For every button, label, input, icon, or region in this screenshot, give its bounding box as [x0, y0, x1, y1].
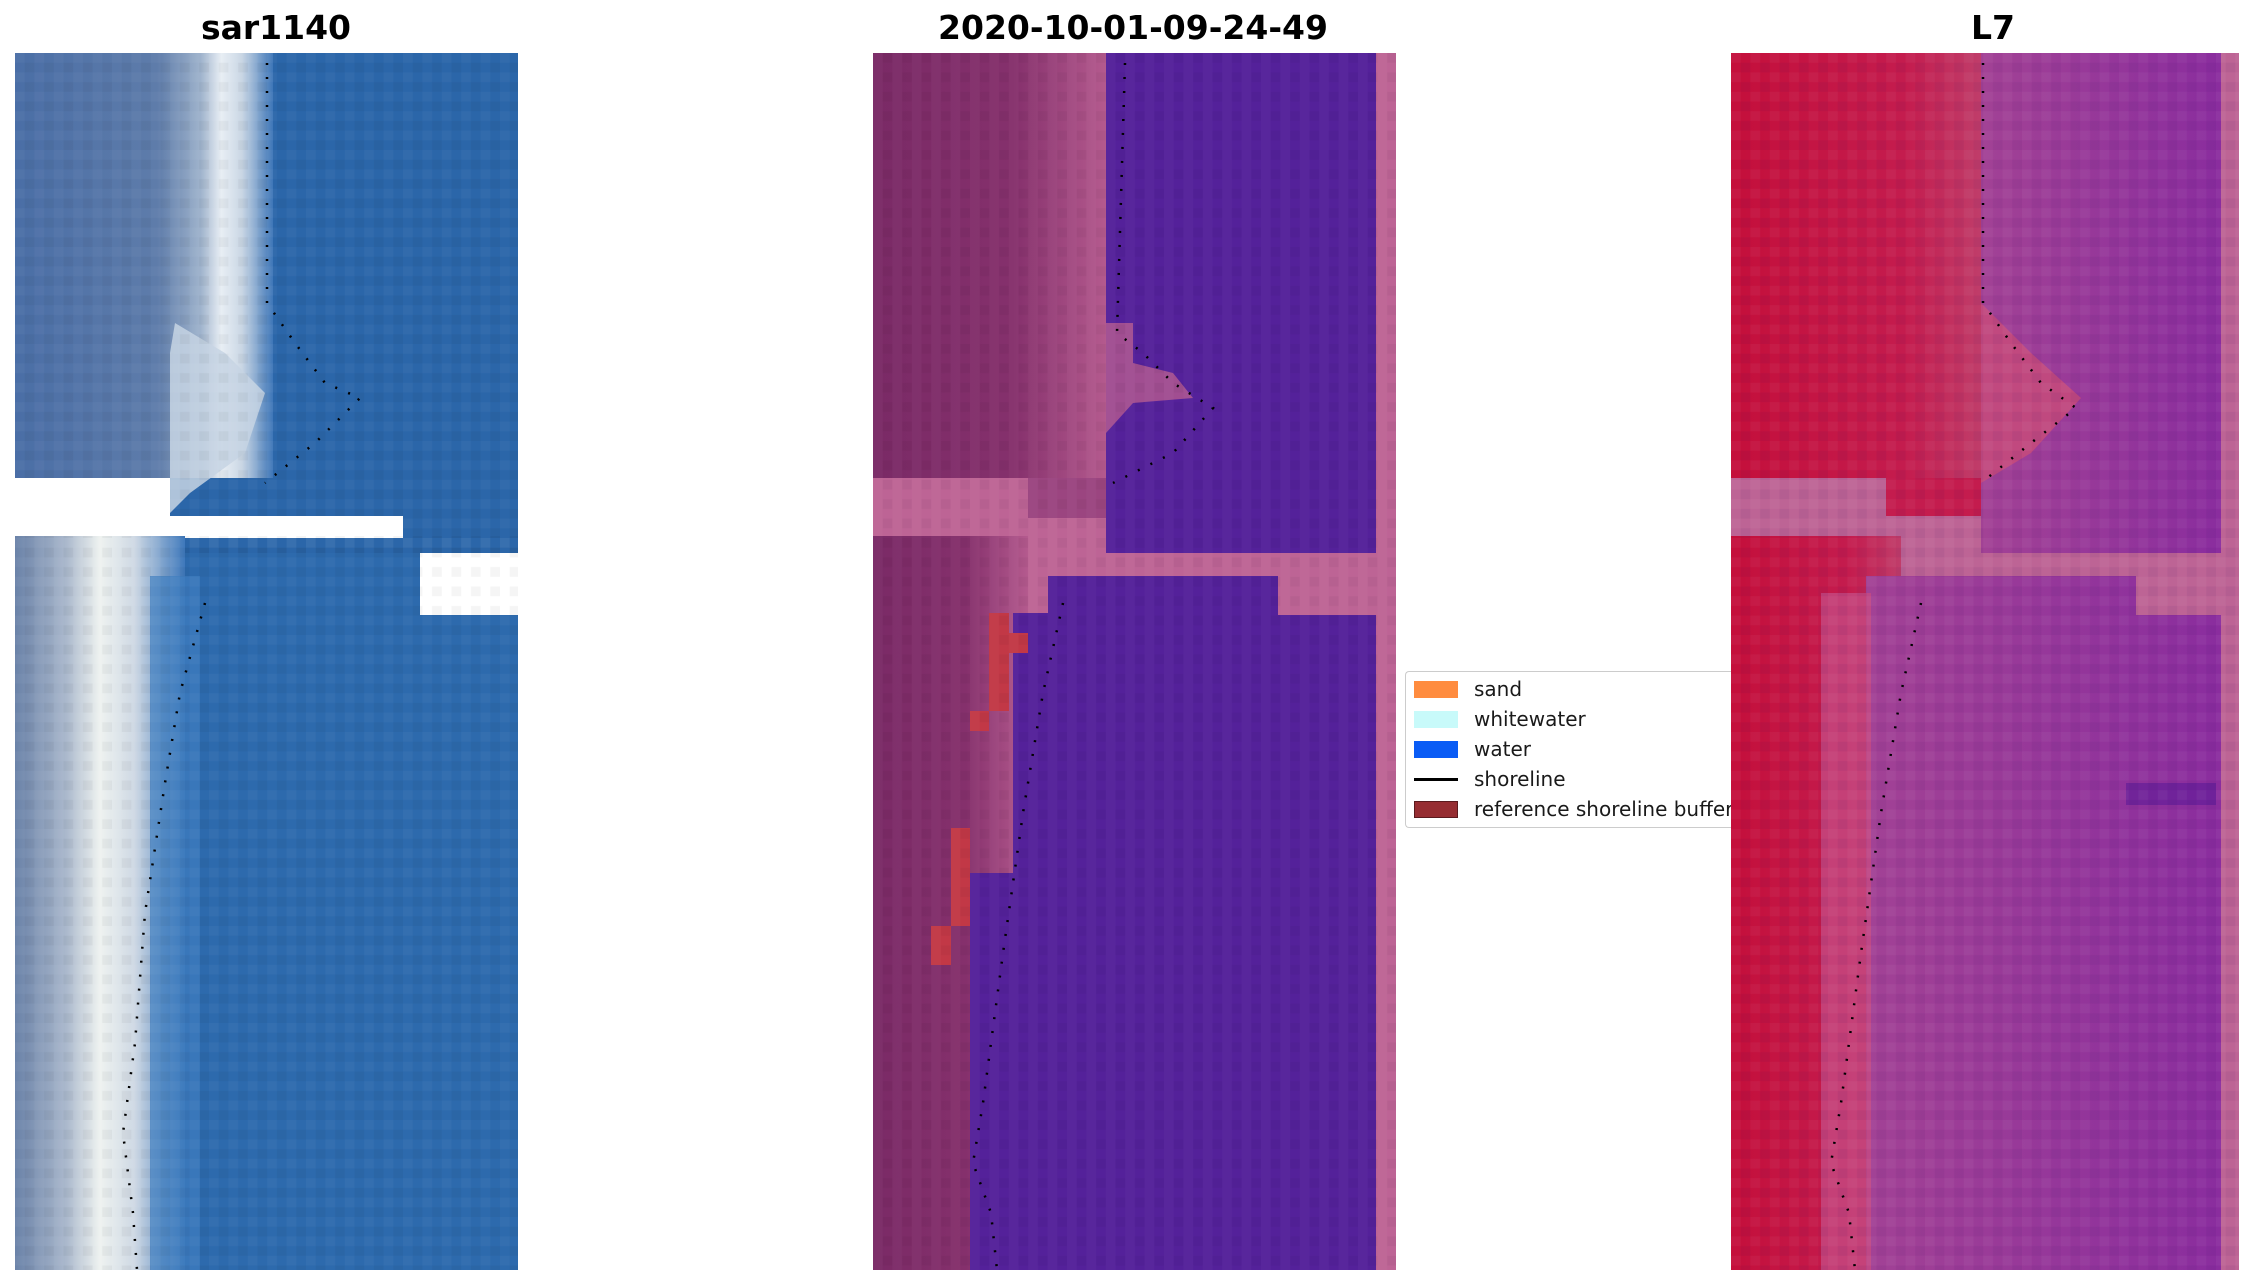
rgb-image [15, 53, 518, 1270]
shoreline-line-icon [1414, 777, 1458, 781]
panel-title-classified: 2020-10-01-09-24-49 [938, 8, 1328, 47]
legend-item-water: water [1414, 737, 1531, 761]
classified-image [873, 53, 1396, 1270]
legend-label: sand [1474, 677, 1523, 701]
legend-label: reference shoreline buffer [1474, 797, 1731, 821]
index-image [1731, 53, 2239, 1270]
shoreline-classified [971, 62, 1215, 1270]
sand-swatch-icon [1414, 680, 1458, 698]
legend-item-whitewater: whitewater [1414, 707, 1586, 731]
legend-label: whitewater [1474, 707, 1586, 731]
legend-label: shoreline [1474, 767, 1566, 791]
rgb-image-panel [15, 53, 518, 1270]
legend-item-shoreline: shoreline [1414, 767, 1566, 791]
index-image-panel [1731, 53, 2239, 1270]
classified-image-panel [873, 53, 1396, 1270]
legend-label: water [1474, 737, 1531, 761]
legend: sand whitewater water shoreline referenc… [1405, 671, 1731, 828]
buffer-swatch-icon [1414, 800, 1458, 818]
legend-item-sand: sand [1414, 677, 1522, 701]
panel-title-rgb: sar1140 [200, 8, 352, 47]
panel-title-index: L7 [1971, 8, 2015, 47]
water-swatch-icon [1414, 740, 1458, 758]
legend-item-reference-buffer: reference shoreline buffer [1414, 797, 1731, 821]
shoreline-index [1829, 63, 2079, 1270]
shoreline-rgb [121, 63, 363, 1270]
whitewater-swatch-icon [1414, 710, 1458, 728]
